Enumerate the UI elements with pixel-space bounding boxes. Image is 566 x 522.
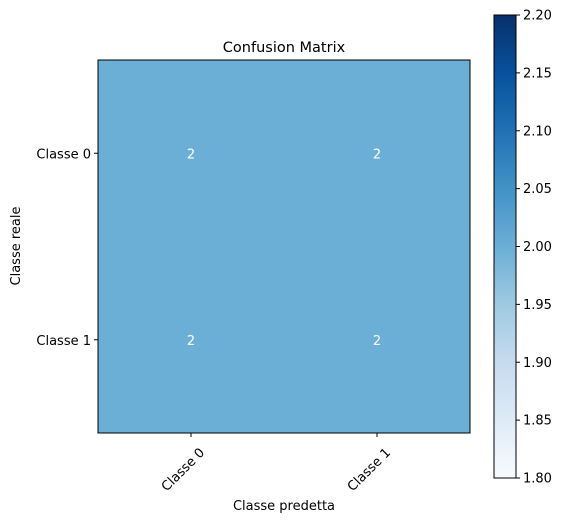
chart-title: Confusion Matrix bbox=[223, 40, 346, 56]
heatmap-cell bbox=[284, 246, 471, 434]
cell-value-label: 2 bbox=[187, 334, 195, 349]
colorbar-tick-label: 1.90 bbox=[523, 356, 552, 371]
colorbar bbox=[493, 14, 517, 479]
colorbar-axis: 1.80 1.85 1.90 1.95 2.00 2.05 2.10 2.15 2.20 bbox=[516, 9, 552, 487]
colorbar-tick-label: 2.05 bbox=[523, 182, 552, 197]
x-tick-label: Classe 1 bbox=[345, 445, 394, 494]
colorbar-tick-label: 2.20 bbox=[523, 9, 552, 24]
cell-value-label: 2 bbox=[373, 147, 381, 162]
x-axis: Classe 0 Classe 1 bbox=[159, 433, 394, 495]
colorbar-tick-label: 1.85 bbox=[523, 414, 552, 429]
plot-frame bbox=[97, 59, 471, 434]
x-tick-label: Classe 0 bbox=[159, 445, 208, 494]
colorbar-tick-label: 1.80 bbox=[523, 472, 552, 487]
heatmap-cell bbox=[284, 60, 471, 247]
heatmap-plot-area: 2 2 2 2 bbox=[98, 60, 471, 434]
colorbar-tick-label: 2.15 bbox=[523, 66, 552, 81]
y-tick-label: Classe 0 bbox=[36, 147, 91, 162]
y-axis: Classe 0 Classe 1 bbox=[36, 147, 98, 349]
cell-value-label: 2 bbox=[373, 334, 381, 349]
colorbar-tick-label: 2.10 bbox=[523, 124, 552, 139]
colorbar-tick-label: 2.00 bbox=[523, 240, 552, 255]
colorbar-tick-label: 1.95 bbox=[523, 298, 552, 313]
cell-value-label: 2 bbox=[187, 147, 195, 162]
x-axis-label: Classe predetta bbox=[233, 499, 335, 514]
y-tick-label: Classe 1 bbox=[36, 334, 91, 349]
heatmap-cell bbox=[98, 246, 285, 434]
heatmap-cell bbox=[98, 60, 285, 247]
y-axis-label: Classe reale bbox=[9, 207, 24, 286]
